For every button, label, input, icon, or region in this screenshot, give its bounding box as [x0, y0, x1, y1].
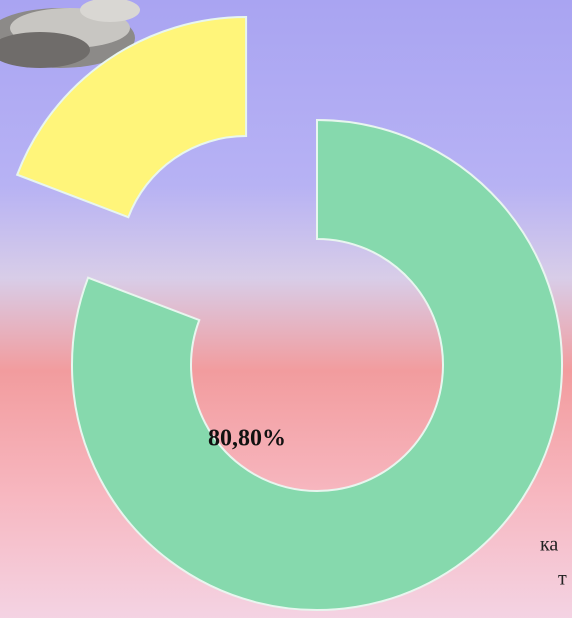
coins-image	[0, 0, 140, 68]
donut-segment	[15, 16, 248, 219]
data-label: 80,80%	[208, 426, 286, 452]
background-text: т	[558, 568, 567, 590]
background-text: ка	[540, 534, 558, 556]
donut-segment	[71, 118, 563, 611]
